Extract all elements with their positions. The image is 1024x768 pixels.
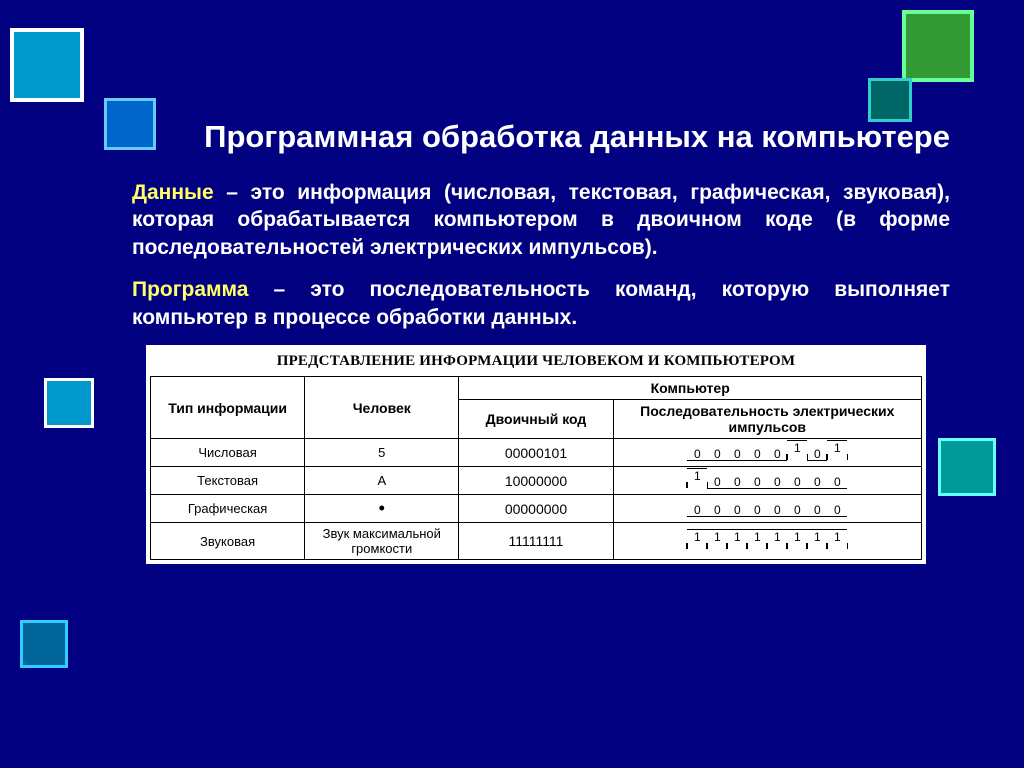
th-pulses: Последовательность электрических импульс… — [613, 400, 921, 439]
cell-human: • — [305, 495, 459, 523]
bit-low: 0 — [747, 503, 767, 517]
deco-square — [44, 378, 94, 428]
pulse-wave: 00000000 — [687, 501, 847, 517]
bit-high: 1 — [767, 529, 787, 543]
th-computer: Компьютер — [459, 377, 922, 400]
pulse-wave: 10000000 — [687, 473, 847, 489]
table-row: Числовая50000010100000101 — [151, 439, 922, 467]
table-caption: ПРЕДСТАВЛЕНИЕ ИНФОРМАЦИИ ЧЕЛОВЕКОМ И КОМ… — [150, 349, 922, 376]
cell-binary: 00000000 — [459, 495, 613, 523]
table-row: ЗвуковаяЗвук максимальной громкости11111… — [151, 523, 922, 560]
cell-type: Текстовая — [151, 467, 305, 495]
th-binary: Двоичный код — [459, 400, 613, 439]
pulse-wave: 11111111 — [687, 534, 847, 550]
bit-low: 0 — [827, 475, 847, 489]
cell-binary: 10000000 — [459, 467, 613, 495]
bit-low: 0 — [807, 475, 827, 489]
bit-low: 0 — [687, 503, 707, 517]
bit-low: 0 — [727, 503, 747, 517]
bit-low: 0 — [747, 475, 767, 489]
bit-high: 1 — [747, 529, 767, 543]
table-row: ТекстоваяA1000000010000000 — [151, 467, 922, 495]
bit-low: 0 — [707, 447, 727, 461]
representation-table: ПРЕДСТАВЛЕНИЕ ИНФОРМАЦИИ ЧЕЛОВЕКОМ И КОМ… — [146, 345, 926, 564]
bit-high: 1 — [807, 529, 827, 543]
definition-program-text: – это последовательность команд, которую… — [132, 278, 950, 329]
bit-high: 1 — [707, 529, 727, 543]
cell-type: Числовая — [151, 439, 305, 467]
bit-high: 1 — [687, 468, 707, 482]
bit-low: 0 — [727, 447, 747, 461]
cell-human: 5 — [305, 439, 459, 467]
deco-square — [10, 28, 84, 102]
bit-low: 0 — [747, 447, 767, 461]
bit-low: 0 — [787, 503, 807, 517]
th-type: Тип информации — [151, 377, 305, 439]
bit-high: 1 — [687, 529, 707, 543]
definition-program: Программа – это последовательность коман… — [100, 276, 950, 331]
deco-square — [902, 10, 974, 82]
definition-data: Данные – это информация (числовая, текст… — [100, 179, 950, 262]
cell-pulses: 00000101 — [613, 439, 921, 467]
cell-binary: 11111111 — [459, 523, 613, 560]
cell-binary: 00000101 — [459, 439, 613, 467]
term-program: Программа — [132, 278, 248, 301]
bit-low: 0 — [827, 503, 847, 517]
table-row: Графическая•0000000000000000 — [151, 495, 922, 523]
cell-pulses: 00000000 — [613, 495, 921, 523]
bit-low: 0 — [767, 447, 787, 461]
th-human: Человек — [305, 377, 459, 439]
cell-human: Звук максимальной громкости — [305, 523, 459, 560]
cell-pulses: 10000000 — [613, 467, 921, 495]
deco-square — [20, 620, 68, 668]
cell-type: Звуковая — [151, 523, 305, 560]
bit-low: 0 — [807, 503, 827, 517]
cell-pulses: 11111111 — [613, 523, 921, 560]
bit-high: 1 — [727, 529, 747, 543]
pulse-wave: 00000101 — [687, 445, 847, 461]
bit-low: 0 — [707, 503, 727, 517]
bit-high: 1 — [827, 529, 847, 543]
bit-low: 0 — [767, 475, 787, 489]
bit-low: 0 — [807, 447, 827, 461]
term-data: Данные — [132, 181, 214, 204]
slide-title: Программная обработка данных на компьюте… — [100, 118, 950, 157]
bit-low: 0 — [727, 475, 747, 489]
bit-high: 1 — [827, 440, 847, 454]
bit-low: 0 — [787, 475, 807, 489]
definition-data-text: – это информация (числовая, текстовая, г… — [132, 181, 950, 259]
cell-human: A — [305, 467, 459, 495]
cell-type: Графическая — [151, 495, 305, 523]
bit-high: 1 — [787, 529, 807, 543]
bit-high: 1 — [787, 440, 807, 454]
bit-low: 0 — [707, 475, 727, 489]
deco-square — [868, 78, 912, 122]
bit-low: 0 — [767, 503, 787, 517]
bit-low: 0 — [687, 447, 707, 461]
